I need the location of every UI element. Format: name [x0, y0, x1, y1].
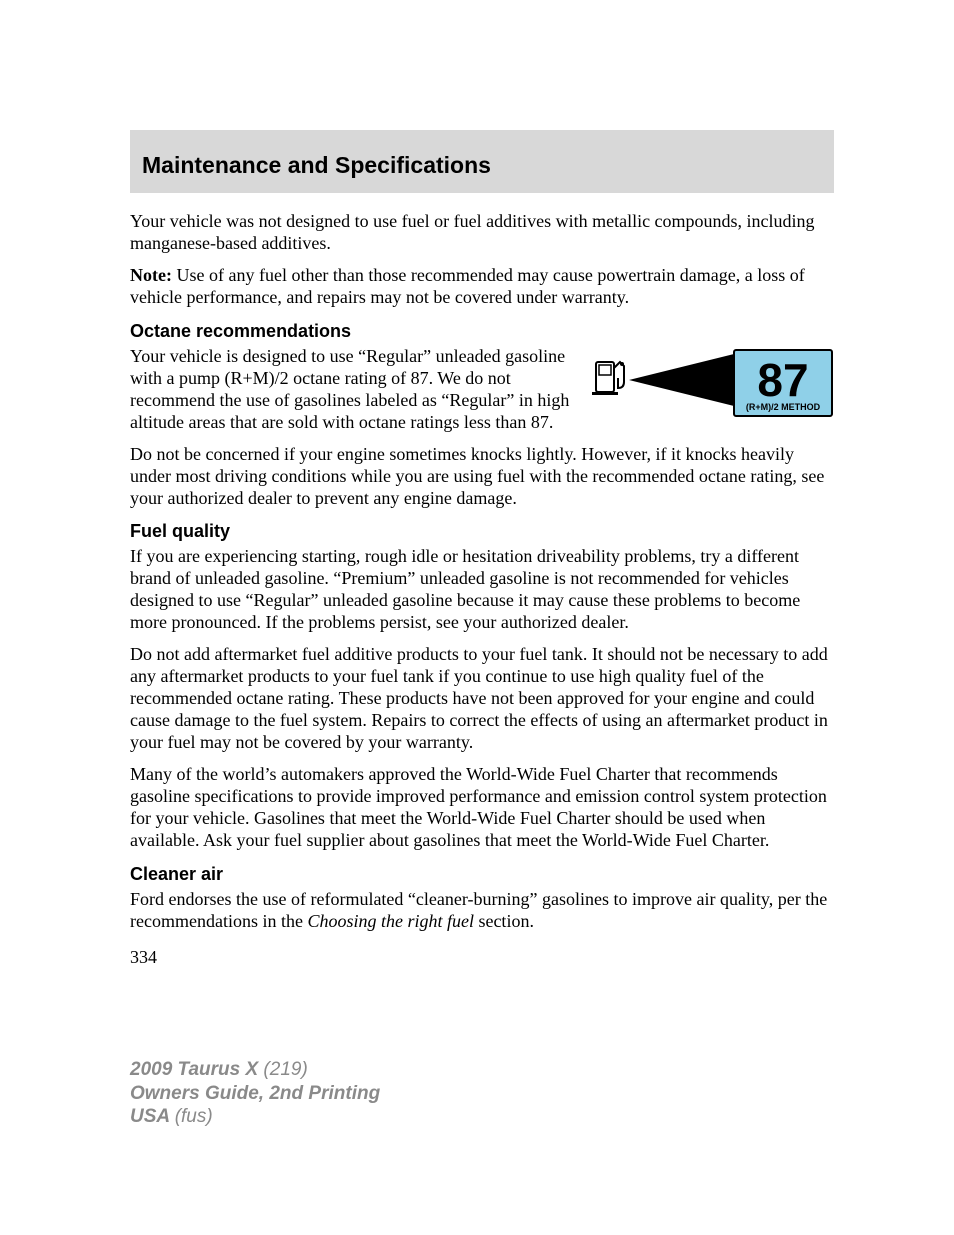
note-label: Note: [130, 265, 172, 285]
footer-line-2: Owners Guide, 2nd Printing [130, 1082, 834, 1106]
cleaner-air-heading: Cleaner air [130, 864, 834, 885]
fuel-quality-p2: Do not add aftermarket fuel additive pro… [130, 644, 834, 754]
octane-badge-svg: 87 (R+M)/2 METHOD [584, 348, 834, 420]
footer-model: 2009 Taurus X [130, 1059, 263, 1080]
octane-block: 87 (R+M)/2 METHOD Your vehicle is design… [130, 346, 834, 444]
svg-text:87: 87 [757, 354, 808, 406]
cleaner-air-p1: Ford endorses the use of reformulated “c… [130, 889, 834, 933]
gas-pump-icon [592, 362, 624, 395]
document-page: Maintenance and Specifications Your vehi… [0, 0, 954, 1189]
section-title: Maintenance and Specifications [130, 152, 834, 179]
octane-p2: Do not be concerned if your engine somet… [130, 444, 834, 510]
footer-line-1: 2009 Taurus X (219) [130, 1058, 834, 1082]
intro-paragraph: Your vehicle was not designed to use fue… [130, 211, 834, 255]
page-number: 334 [130, 947, 834, 968]
cleaner-air-text-b: section. [474, 911, 534, 931]
cleaner-air-italic: Choosing the right fuel [307, 911, 474, 931]
octane-heading: Octane recommendations [130, 321, 834, 342]
fuel-quality-p1: If you are experiencing starting, rough … [130, 546, 834, 634]
fuel-quality-p3: Many of the world’s automakers approved … [130, 764, 834, 852]
footer: 2009 Taurus X (219) Owners Guide, 2nd Pr… [130, 1058, 834, 1129]
footer-line-3: USA (fus) [130, 1105, 834, 1129]
footer-region: USA [130, 1106, 175, 1127]
footer-region-code: (fus) [175, 1106, 213, 1127]
section-header-bar: Maintenance and Specifications [130, 130, 834, 193]
note-body: Use of any fuel other than those recomme… [130, 265, 805, 307]
note-paragraph: Note: Use of any fuel other than those r… [130, 265, 834, 309]
fuel-quality-heading: Fuel quality [130, 521, 834, 542]
footer-code: (219) [263, 1059, 307, 1080]
octane-badge: 87 (R+M)/2 METHOD [584, 348, 834, 425]
svg-text:(R+M)/2 METHOD: (R+M)/2 METHOD [746, 402, 821, 412]
